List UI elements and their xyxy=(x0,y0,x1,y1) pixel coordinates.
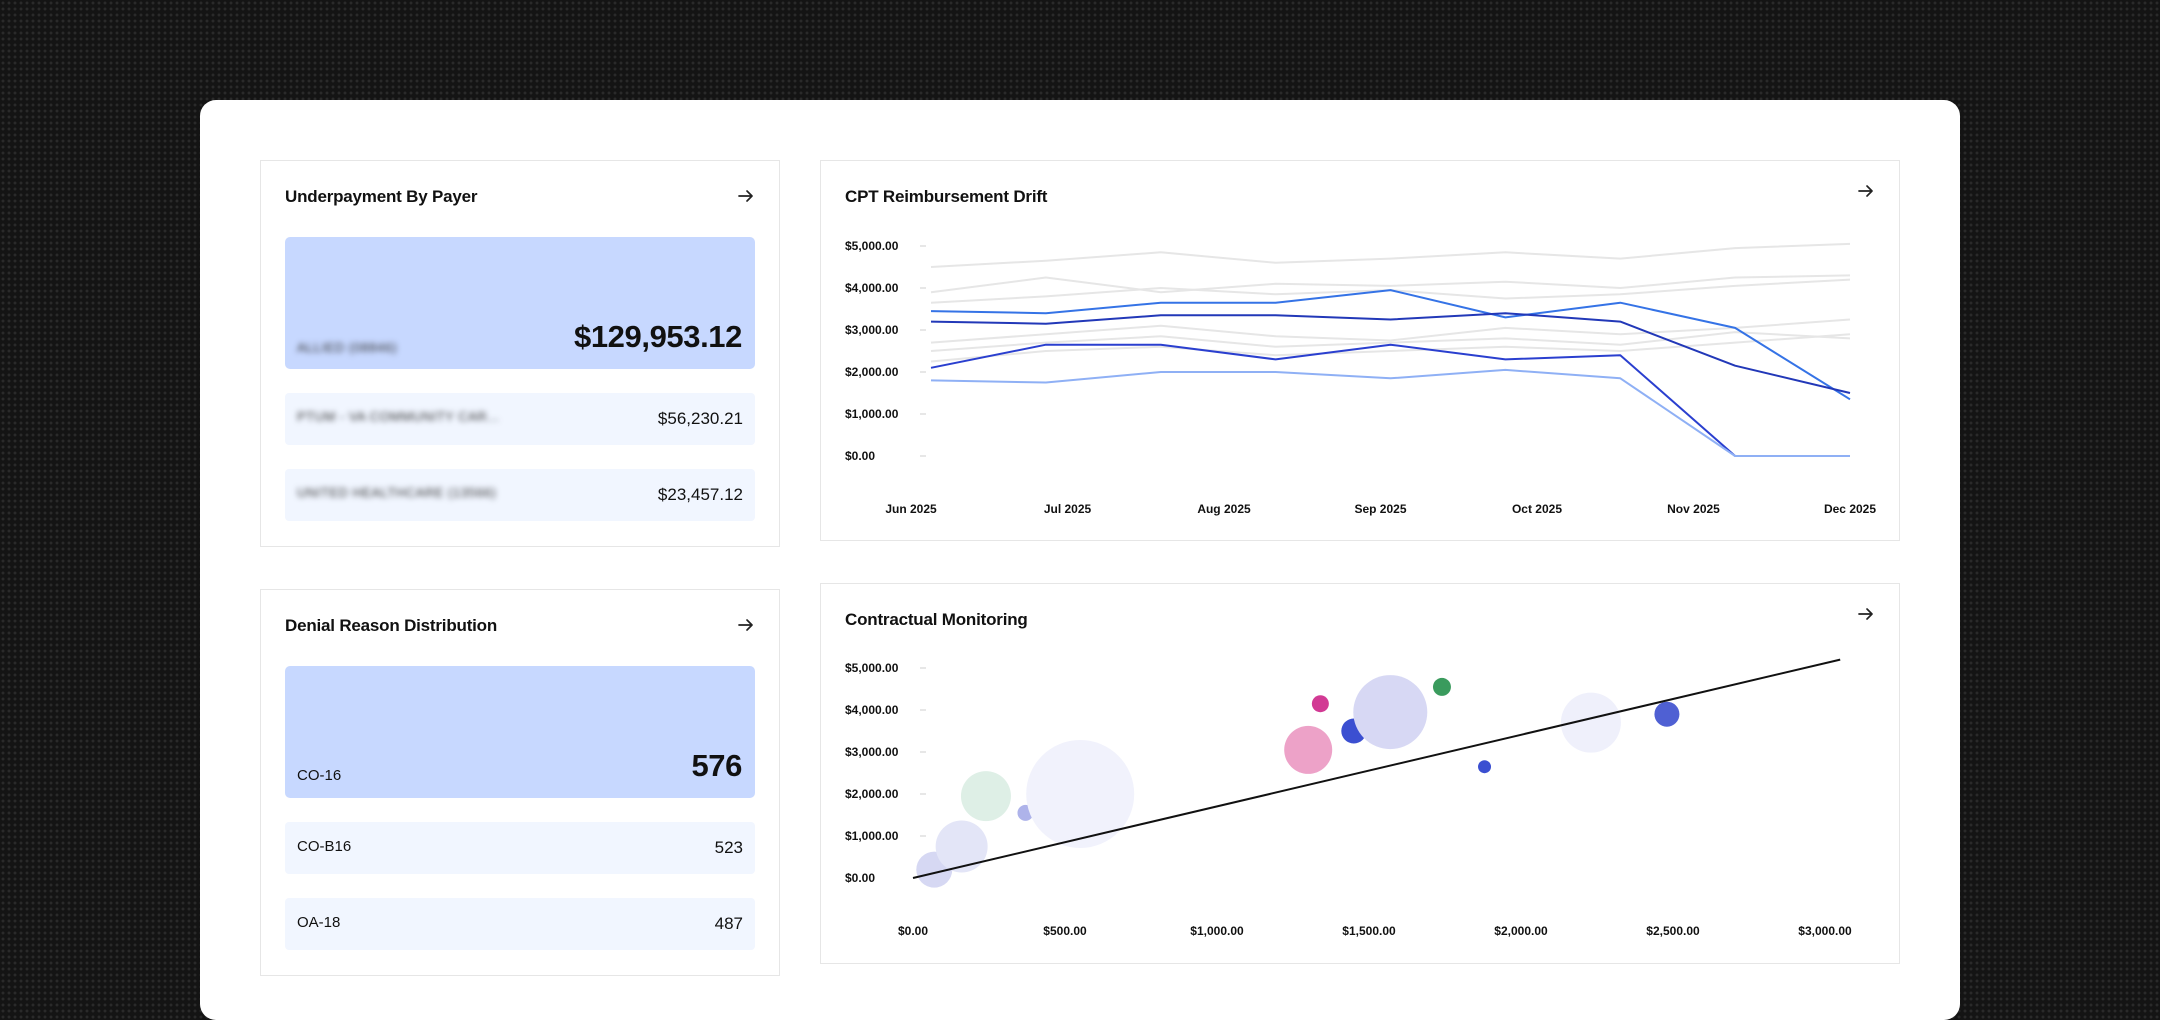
top-denial-highlight[interactable]: CO-16 576 xyxy=(285,666,755,798)
card-title: Contractual Monitoring xyxy=(845,610,1028,629)
x-tick-label: $1,500.00 xyxy=(1342,924,1396,938)
series-line xyxy=(930,331,1851,352)
payer-amount: $56,230.21 xyxy=(657,409,743,428)
arrow-right-icon[interactable] xyxy=(735,185,757,207)
trend-line xyxy=(912,658,1841,879)
bubble-point xyxy=(1654,701,1680,727)
underpayment-card: Underpayment By Payer ALLIED (08846) $12… xyxy=(260,160,780,547)
payer-name: PTUM - VA COMMUNITY CAR... xyxy=(297,409,500,424)
list-item[interactable]: UNITED HEALTHCARE (13566) $23,457.12 xyxy=(285,469,755,521)
card-title: Denial Reason Distribution xyxy=(285,616,498,635)
arrow-right-icon[interactable] xyxy=(1855,180,1877,202)
series-line xyxy=(930,318,1851,344)
x-tick-label: $3,000.00 xyxy=(1798,924,1852,938)
top-payer-name: ALLIED (08846) xyxy=(297,340,398,355)
y-tick-label: $4,000.00 xyxy=(845,703,899,717)
series-line xyxy=(930,343,1850,457)
x-tick-label: Oct 2025 xyxy=(1512,502,1562,516)
bubble-point xyxy=(1432,677,1451,696)
series-line xyxy=(930,368,1850,457)
y-tick-label: $4,000.00 xyxy=(845,281,899,295)
bubble-point xyxy=(935,820,988,873)
card-title: Underpayment By Payer xyxy=(285,187,478,206)
x-tick-label: $0.00 xyxy=(898,924,928,938)
x-tick-label: Nov 2025 xyxy=(1667,502,1720,516)
y-tick-label: $5,000.00 xyxy=(845,661,899,675)
series-line xyxy=(930,312,1851,394)
x-tick-label: Jun 2025 xyxy=(885,502,937,516)
y-tick-label: $1,000.00 xyxy=(845,829,899,843)
contractual-scatter-chart: $0.00 $1,000.00 $2,000.00 $3,000.00 $4,000.0… xyxy=(845,658,1852,938)
bubble-point xyxy=(1478,760,1492,774)
denial-code: CO-B16 xyxy=(297,838,352,855)
bubble-point xyxy=(1026,740,1135,848)
y-tick-label: $3,000.00 xyxy=(845,323,899,337)
top-payer-highlight[interactable]: ALLIED (08846) $129,953.12 xyxy=(285,237,755,369)
cpt-drift-card: CPT Reimbursement Drift $0.00 $1,000.00 $2… xyxy=(820,160,1900,541)
denial-count: 523 xyxy=(714,838,743,857)
y-tick-label: $2,000.00 xyxy=(845,787,899,801)
top-denial-count: 576 xyxy=(691,748,742,783)
series-line xyxy=(930,278,1851,304)
x-tick-label: $500.00 xyxy=(1043,924,1087,938)
card-title: CPT Reimbursement Drift xyxy=(845,187,1048,206)
y-tick-label: $5,000.00 xyxy=(845,239,899,253)
bubble-point xyxy=(1353,675,1428,750)
x-tick-label: $1,000.00 xyxy=(1190,924,1244,938)
x-tick-label: Aug 2025 xyxy=(1197,502,1251,516)
bubble-point xyxy=(1560,692,1621,753)
y-tick-label: $3,000.00 xyxy=(845,745,899,759)
x-tick-label: Sep 2025 xyxy=(1354,502,1406,516)
series-line xyxy=(930,289,1851,401)
x-tick-label: Dec 2025 xyxy=(1824,502,1876,516)
denial-count: 487 xyxy=(714,914,743,933)
y-tick-label: $0.00 xyxy=(845,449,875,463)
top-payer-amount: $129,953.12 xyxy=(574,319,742,354)
series-line xyxy=(930,274,1851,294)
dashboard-board: Underpayment By Payer ALLIED (08846) $12… xyxy=(200,100,1960,1020)
list-item[interactable]: OA-18 487 xyxy=(285,898,755,950)
payer-name: UNITED HEALTHCARE (13566) xyxy=(297,485,497,500)
contractual-card: Contractual Monitoring $0.00 $1,000.00 $2,… xyxy=(820,583,1900,964)
y-tick-label: $0.00 xyxy=(845,871,875,885)
bubble-point xyxy=(1284,725,1333,774)
x-tick-label: Jul 2025 xyxy=(1044,502,1092,516)
bubble-point xyxy=(1311,695,1329,713)
denial-card: Denial Reason Distribution CO-16 576 CO-… xyxy=(260,589,780,976)
bubble-point xyxy=(960,771,1011,822)
series-line xyxy=(930,242,1851,268)
x-tick-label: $2,500.00 xyxy=(1646,924,1700,938)
top-denial-code: CO-16 xyxy=(297,767,342,784)
y-tick-label: $2,000.00 xyxy=(845,365,899,379)
series-line xyxy=(930,333,1851,363)
list-item[interactable]: CO-B16 523 xyxy=(285,822,755,874)
arrow-right-icon[interactable] xyxy=(1855,603,1877,625)
cpt-drift-chart: $0.00 $1,000.00 $2,000.00 $3,000.00 $4,000.0… xyxy=(845,239,1876,516)
list-item[interactable]: PTUM - VA COMMUNITY CAR... $56,230.21 xyxy=(285,393,755,445)
x-tick-label: $2,000.00 xyxy=(1494,924,1548,938)
payer-amount: $23,457.12 xyxy=(657,485,743,504)
y-tick-label: $1,000.00 xyxy=(845,407,899,421)
arrow-right-icon[interactable] xyxy=(735,614,757,636)
denial-code: OA-18 xyxy=(297,914,341,931)
